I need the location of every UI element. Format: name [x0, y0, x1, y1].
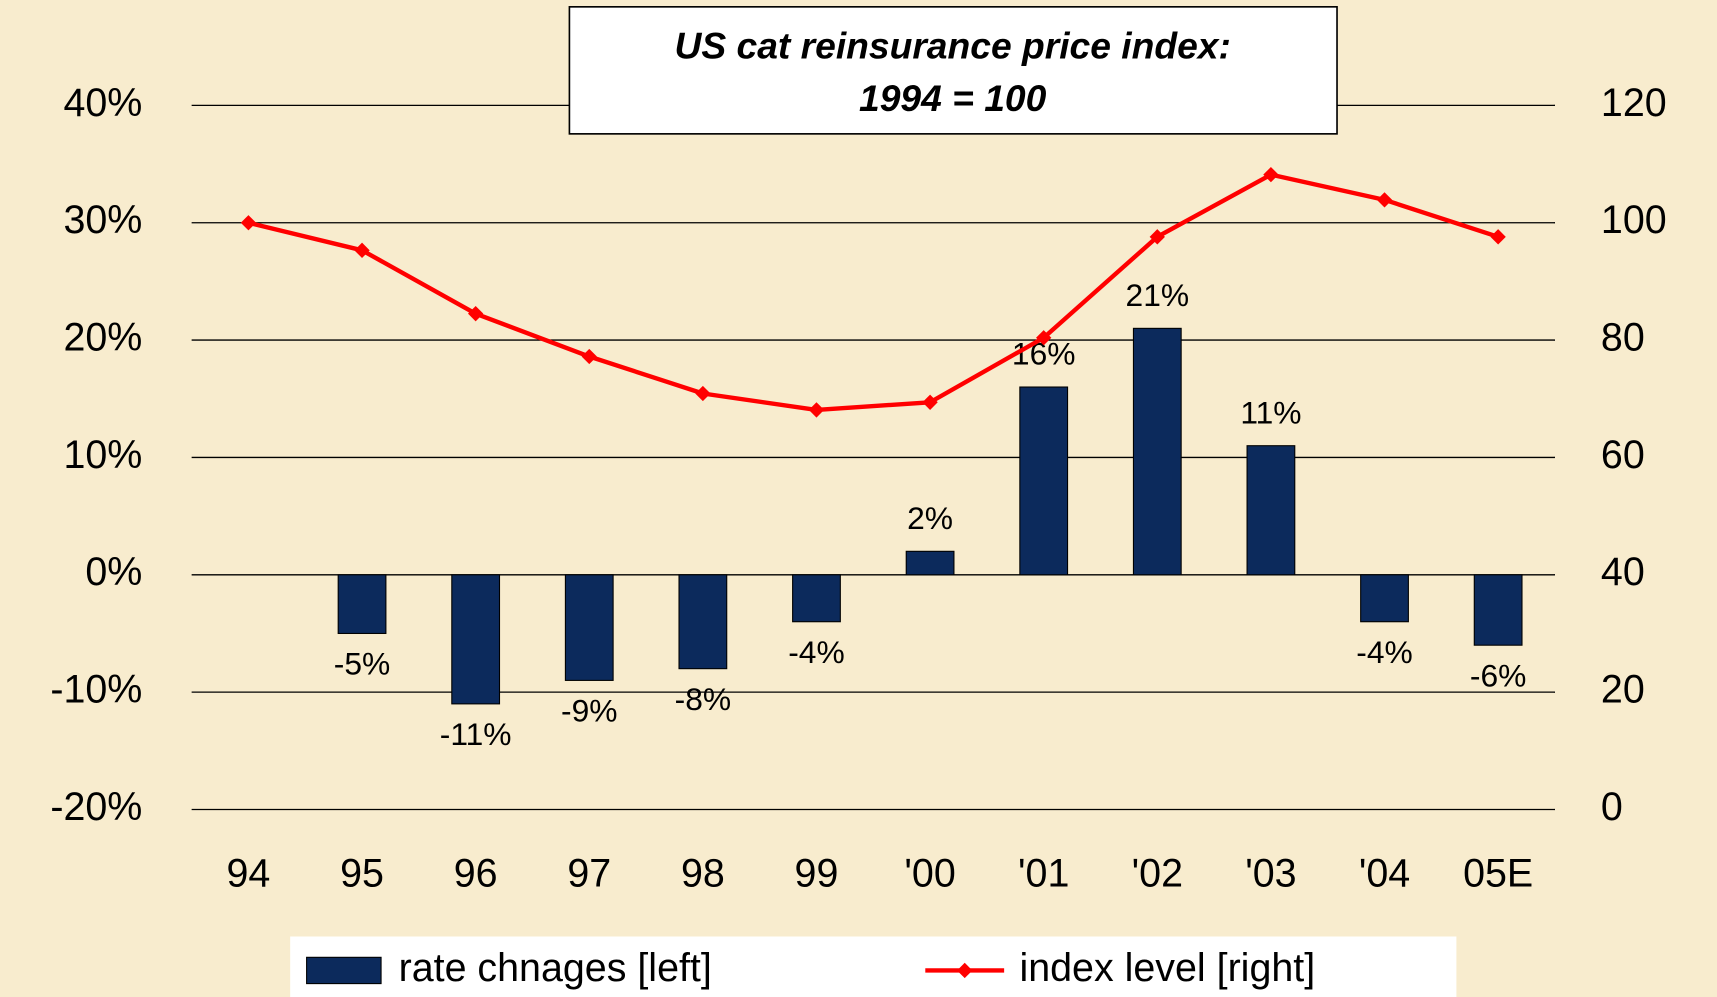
bar — [1132, 327, 1182, 576]
y-tick-label: 0% — [85, 550, 142, 594]
bar — [1246, 445, 1296, 576]
y-tick-label: -20% — [50, 785, 142, 829]
x-tick-label: 99 — [795, 852, 839, 896]
data-label: -11% — [440, 716, 512, 752]
legend-label: rate chnages [left] — [399, 946, 712, 990]
y-tick-label: -10% — [50, 668, 142, 712]
y2-tick-label: 40 — [1601, 550, 1645, 594]
marks: -5%-11%-9% -8%-4%2%16%21%11%-4%-6% — [240, 166, 1526, 752]
legend-label: index level [right] — [1019, 946, 1315, 990]
y2-tick-label: 0 — [1601, 785, 1623, 829]
y2-tick-label: 20 — [1601, 668, 1645, 712]
data-label: -4% — [1356, 634, 1412, 670]
bar — [337, 574, 387, 635]
line — [247, 172, 1499, 413]
legend-swatch — [957, 962, 973, 979]
line-marker — [240, 215, 257, 231]
x-tick-label: 95 — [340, 852, 384, 896]
x-tick-label: '00 — [904, 852, 955, 896]
bar — [905, 550, 955, 576]
y2-tick-label: 100 — [1601, 198, 1667, 242]
bar — [451, 574, 501, 705]
chart-title: 1994 = 100 — [859, 77, 1047, 119]
y-tick-label: 20% — [63, 315, 142, 359]
data-label: 11% — [1240, 394, 1301, 430]
x-tick-label: 98 — [681, 852, 725, 896]
legend-box — [290, 936, 1457, 997]
data-label: -4% — [788, 634, 844, 670]
bar — [792, 574, 841, 623]
bar — [1019, 386, 1069, 576]
legend: rate chnages [left] index level [right] — [306, 946, 1315, 990]
x-tick-label: 96 — [454, 852, 498, 896]
x-tick-label: 05E — [1463, 852, 1533, 896]
line-marker — [1376, 192, 1393, 208]
y-tick-label: 30% — [63, 198, 142, 242]
y2-tick-label: 80 — [1601, 315, 1645, 359]
y2-tick-label: 120 — [1601, 81, 1667, 125]
bar — [1360, 574, 1409, 623]
bar — [564, 574, 614, 681]
y2-tick-label: 60 — [1601, 433, 1645, 477]
title-box — [568, 6, 1338, 135]
data-label: -6% — [1470, 657, 1526, 693]
x-tick-label: '01 — [1018, 852, 1069, 896]
x-tick-label: 94 — [227, 852, 271, 896]
data-label: 21% — [1126, 277, 1190, 313]
x-tick-label: '04 — [1359, 852, 1410, 896]
y-tick-label: 40% — [63, 81, 142, 125]
data-label: -9% — [561, 693, 617, 729]
legend-swatch — [306, 956, 382, 985]
x-tick-label: 97 — [567, 852, 611, 896]
data-label: -8% — [675, 681, 731, 717]
bar — [1473, 574, 1523, 646]
bar — [678, 574, 728, 670]
data-label: 2% — [907, 500, 953, 536]
x-tick-label: '02 — [1132, 852, 1183, 896]
y-tick-label: 10% — [63, 433, 142, 477]
data-label: -5% — [334, 646, 390, 682]
x-tick-label: '03 — [1245, 852, 1296, 896]
chart-title: US cat reinsurance price index: — [674, 24, 1230, 66]
line-marker — [1490, 229, 1506, 245]
